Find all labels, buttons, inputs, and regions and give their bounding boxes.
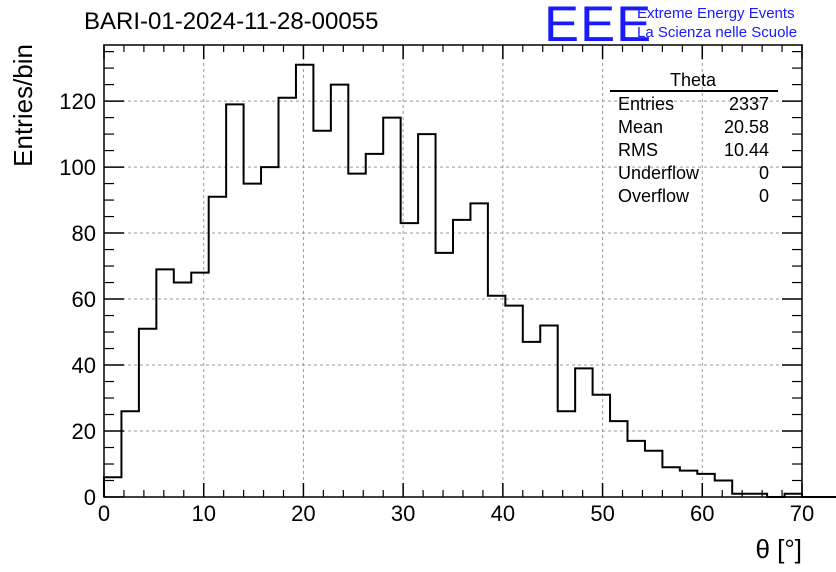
x-tick-label: 50 (590, 501, 614, 526)
y-tick-label: 80 (72, 221, 96, 246)
y-tick-label: 100 (59, 155, 96, 180)
y-tick-label: 0 (84, 485, 96, 510)
y-tick-label: 120 (59, 89, 96, 114)
x-tick-label: 0 (98, 501, 110, 526)
stats-label: Entries (618, 94, 674, 114)
y-tick-label: 40 (72, 353, 96, 378)
axis-ticks (103, 45, 803, 498)
x-tick-label: 40 (491, 501, 515, 526)
stats-box: Theta Entries 2337 Mean 20.58 RMS 10.44 Underf… (610, 70, 778, 206)
plot-frame (103, 44, 803, 498)
x-axis-title: θ [°] (755, 534, 802, 564)
x-tick-label: 60 (690, 501, 714, 526)
logo-caption: Extreme Energy Events La Scienza nelle S… (637, 4, 797, 42)
stats-label: Overflow (618, 186, 690, 206)
y-tick-labels: 0 20 40 60 80 100 120 (59, 89, 96, 510)
x-tick-label: 30 (391, 501, 415, 526)
y-tick-label: 60 (72, 287, 96, 312)
x-tick-labels: 0 10 20 30 40 50 60 70 (98, 501, 814, 526)
stats-value: 2337 (729, 94, 769, 114)
stats-name: Theta (670, 70, 717, 90)
stats-value: 0 (759, 163, 769, 183)
chart-title: BARI-01-2024-11-28-00055 (84, 8, 379, 35)
stats-label: Underflow (618, 163, 700, 183)
eee-logo: EEE (544, 0, 653, 52)
stats-label: RMS (618, 140, 658, 160)
logo-line-2: La Scienza nelle Scuole (637, 24, 798, 41)
x-tick-label: 20 (291, 501, 315, 526)
stats-value: 20.58 (724, 117, 769, 137)
logo-line-1: Extreme Energy Events (637, 5, 795, 22)
x-tick-label: 70 (790, 501, 814, 526)
y-axis-title: Entries/bin (8, 44, 38, 167)
stats-value: 0 (759, 186, 769, 206)
stats-value: 10.44 (724, 140, 769, 160)
y-tick-label: 20 (72, 419, 96, 444)
stats-rows: Entries 2337 Mean 20.58 RMS 10.44 Underflow 0 Ov… (618, 94, 769, 206)
x-tick-label: 10 (191, 501, 215, 526)
stats-label: Mean (618, 117, 663, 137)
